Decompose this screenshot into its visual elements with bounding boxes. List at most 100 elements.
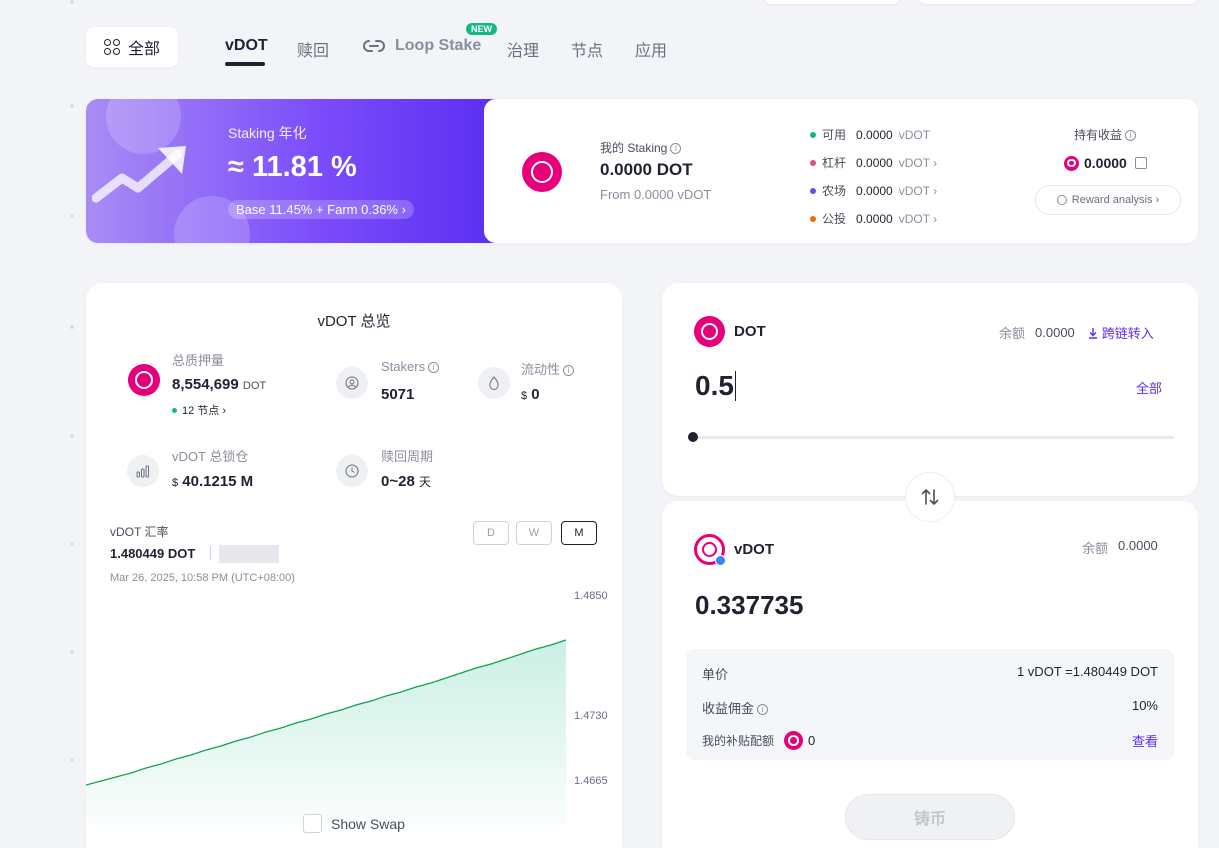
tab-apps[interactable]: 应用 <box>635 43 668 60</box>
earnings-value: 0.0000 <box>1084 155 1127 171</box>
position-label: 杠杆 <box>822 156 847 170</box>
position-value: 0.0000 <box>856 128 893 142</box>
tab-nodes[interactable]: 节点 <box>571 43 604 60</box>
max-button[interactable]: 全部 <box>1136 381 1163 396</box>
price-label: 单价 <box>702 667 729 682</box>
dot-token-icon <box>1064 155 1079 171</box>
amount-slider[interactable] <box>688 432 1174 442</box>
rate-chart: 1.4850 1.4730 1.4665 <box>86 590 608 825</box>
dot-token-icon <box>784 731 804 750</box>
tvl-value: 40.1215 M <box>182 473 254 490</box>
tab-governance[interactable]: 治理 <box>507 43 540 60</box>
staking-apy-label: Staking 年化 <box>228 125 307 141</box>
my-staking-value: 0.0000 DOT <box>600 160 693 179</box>
all-button-label: 全部 <box>127 41 160 58</box>
swap-arrows-icon <box>921 489 939 505</box>
total-staked-unit: DOT <box>242 380 267 392</box>
rate-change-placeholder <box>219 545 279 563</box>
tab-redeem[interactable]: 赎回 <box>297 43 330 60</box>
position-value: 0.0000 <box>856 212 893 226</box>
my-staking-from: From 0.0000 vDOT <box>600 187 712 202</box>
rate-label: vDOT 汇率 <box>110 525 169 539</box>
fee-value: 10% <box>1131 698 1158 713</box>
period-d-button[interactable]: D <box>473 521 509 545</box>
vdot-token-icon <box>694 534 726 566</box>
position-leverage[interactable]: 杠杆 0.0000 vDOT › <box>810 149 937 177</box>
liquidity-value-wrap: $ 0 <box>521 386 540 403</box>
info-icon[interactable]: i <box>1125 130 1137 142</box>
new-badge: NEW <box>466 23 497 35</box>
slider-handle[interactable] <box>688 432 698 442</box>
position-label: 农场 <box>822 184 847 198</box>
to-amount: 0.337735 <box>695 590 804 620</box>
period-m-button[interactable]: M <box>561 521 597 545</box>
bar-chart-icon <box>127 455 159 487</box>
position-unit: vDOT › <box>898 156 938 170</box>
position-value: 0.0000 <box>856 156 893 170</box>
loop-icon <box>363 40 385 52</box>
staking-apy-panel: Staking 年化 ≈ 11.81 % Base 11.45% + Farm … <box>86 99 506 243</box>
info-icon[interactable]: i <box>563 365 575 377</box>
earnings-label: 持有收益 <box>1074 128 1123 142</box>
mint-button[interactable]: 铸币 <box>845 794 1015 840</box>
dot-token-icon <box>522 152 562 192</box>
info-icon[interactable]: i <box>428 362 440 374</box>
chart-series-line <box>86 639 567 786</box>
subsidy-label: 我的补贴配额 <box>702 734 775 748</box>
status-dot <box>810 188 816 194</box>
my-staking-panel: 我的 Staking i 0.0000 DOT From 0.0000 vDOT … <box>484 99 1198 243</box>
redeem-period-wrap: 0~28 天 <box>381 473 431 490</box>
reward-analysis-button[interactable]: Reward analysis › <box>1035 185 1181 215</box>
cross-chain-link[interactable]: 跨链转入 <box>1087 323 1154 342</box>
info-icon[interactable]: i <box>670 143 682 155</box>
vdot-ring <box>702 542 717 557</box>
tvl-value-wrap: $ 40.1215 M <box>172 473 253 490</box>
view-link[interactable]: 查看 <box>1131 734 1158 749</box>
earnings-label-wrap: 持有收益 i <box>1074 126 1137 143</box>
my-staking-label-wrap: 我的 Staking i <box>600 139 682 156</box>
clock-icon <box>336 455 368 487</box>
swap-details-panel: 单价 1 vDOT =1.480449 DOT 收益佣金 i 10% 我的补贴配额… <box>686 649 1174 760</box>
position-farm[interactable]: 农场 0.0000 vDOT › <box>810 177 937 205</box>
status-dot <box>810 132 816 138</box>
liquidity-currency: $ <box>521 390 528 402</box>
top-ghost-card-2 <box>918 0 1198 4</box>
position-label: 公投 <box>822 212 847 226</box>
swap-from-card <box>662 283 1198 496</box>
tab-loop-stake[interactable]: Loop Stake <box>361 37 481 55</box>
swap-direction-button[interactable] <box>905 472 955 522</box>
all-button[interactable]: 全部 <box>86 27 178 67</box>
info-icon[interactable]: i <box>757 704 769 716</box>
trend-up-icon <box>92 146 186 203</box>
total-staked-label: 总质押量 <box>172 353 225 368</box>
tab-active-indicator <box>225 62 265 66</box>
position-referendum[interactable]: 公投 0.0000 vDOT › <box>810 205 937 233</box>
liquidity-label-wrap: 流动性 i <box>521 359 575 378</box>
balance-label: 余额 <box>999 326 1026 341</box>
staking-banner: Staking 年化 ≈ 11.81 % Base 11.45% + Farm … <box>86 99 1198 243</box>
balance-label: 余额 <box>1082 541 1109 556</box>
nodes-link[interactable]: 12 节点 › <box>172 402 226 418</box>
liquidity-value: 0 <box>531 386 540 403</box>
y-tick-label: 1.4730 <box>574 710 608 722</box>
top-ghost-card-1 <box>764 0 900 4</box>
show-swap-toggle[interactable]: Show Swap <box>303 814 405 833</box>
staking-apy-value: ≈ 11.81 % <box>228 151 357 183</box>
from-amount-input[interactable]: 0.5 <box>695 370 736 402</box>
calendar-icon[interactable] <box>1134 157 1147 169</box>
position-value: 0.0000 <box>856 184 893 198</box>
checkbox[interactable] <box>303 814 322 833</box>
from-token-name: DOT <box>734 323 766 340</box>
tab-loop-stake-label: Loop Stake <box>395 37 482 54</box>
position-available: 可用 0.0000 vDOT <box>810 121 937 149</box>
to-token-name: vDOT <box>734 541 775 558</box>
stakers-value: 5071 <box>381 386 415 403</box>
period-w-button[interactable]: W <box>516 521 552 545</box>
position-list: 可用 0.0000 vDOT 杠杆 0.0000 vDOT › 农场 0.000… <box>810 121 937 233</box>
price-value: 1 vDOT =1.480449 DOT <box>1016 664 1158 679</box>
apy-breakdown-pill[interactable]: Base 11.45% + Farm 0.36% › <box>228 200 414 219</box>
redeem-period-unit: 天 <box>418 475 431 489</box>
tab-vdot[interactable]: vDOT <box>225 37 268 54</box>
to-balance: 0.0000 <box>1118 538 1158 553</box>
fee-label-wrap: 收益佣金 i <box>702 698 769 717</box>
